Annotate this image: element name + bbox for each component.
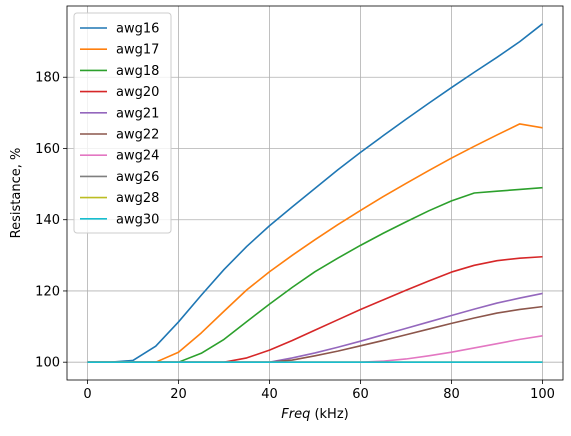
legend-label-awg21: awg21	[116, 106, 159, 121]
legend-label-awg17: awg17	[116, 43, 159, 58]
x-tick-label: 0	[83, 387, 91, 402]
legend-label-awg24: awg24	[116, 149, 159, 164]
series-line-awg16	[87, 23, 544, 363]
y-tick-label: 160	[35, 142, 60, 157]
x-tick-label: 40	[261, 387, 278, 402]
y-tick-label: 120	[35, 284, 60, 299]
legend-label-awg20: awg20	[116, 85, 159, 100]
series-line-awg17	[87, 123, 543, 363]
legend-label-awg22: awg22	[116, 128, 159, 143]
x-tick-label: 80	[443, 387, 460, 402]
plot-frame	[66, 5, 564, 381]
x-tick-label: 20	[170, 387, 187, 402]
legend-label-awg30: awg30	[116, 212, 159, 227]
legend-label-awg28: awg28	[116, 191, 159, 206]
legend: awg16 awg17 awg18 awg20 awg21 awg22 awg24 awg26…	[73, 12, 172, 234]
x-axis-label-italic: Freq	[281, 407, 310, 422]
axis-ticks: 0 20 40 60 80 100 100 120 140 160 180	[35, 71, 555, 402]
y-tick-label: 180	[35, 71, 60, 86]
x-axis-label-unit: (kHz)	[310, 407, 348, 422]
x-tick-label: 60	[352, 387, 369, 402]
x-axis-label: Freq (kHz)	[281, 407, 348, 422]
legend-label-awg26: awg26	[116, 170, 159, 185]
legend-label-awg18: awg18	[116, 64, 159, 79]
series-line-awg21	[87, 292, 543, 363]
series-lines	[87, 23, 544, 363]
series-line-awg22	[87, 305, 543, 363]
series-line-awg24	[87, 335, 543, 363]
legend-label-awg16: awg16	[116, 22, 159, 37]
y-tick-label: 100	[35, 356, 60, 371]
legend-box	[73, 12, 172, 234]
y-tick-label: 140	[35, 213, 60, 228]
x-tick-label: 100	[530, 387, 555, 402]
y-axis-label: Resistance, %	[9, 148, 24, 239]
